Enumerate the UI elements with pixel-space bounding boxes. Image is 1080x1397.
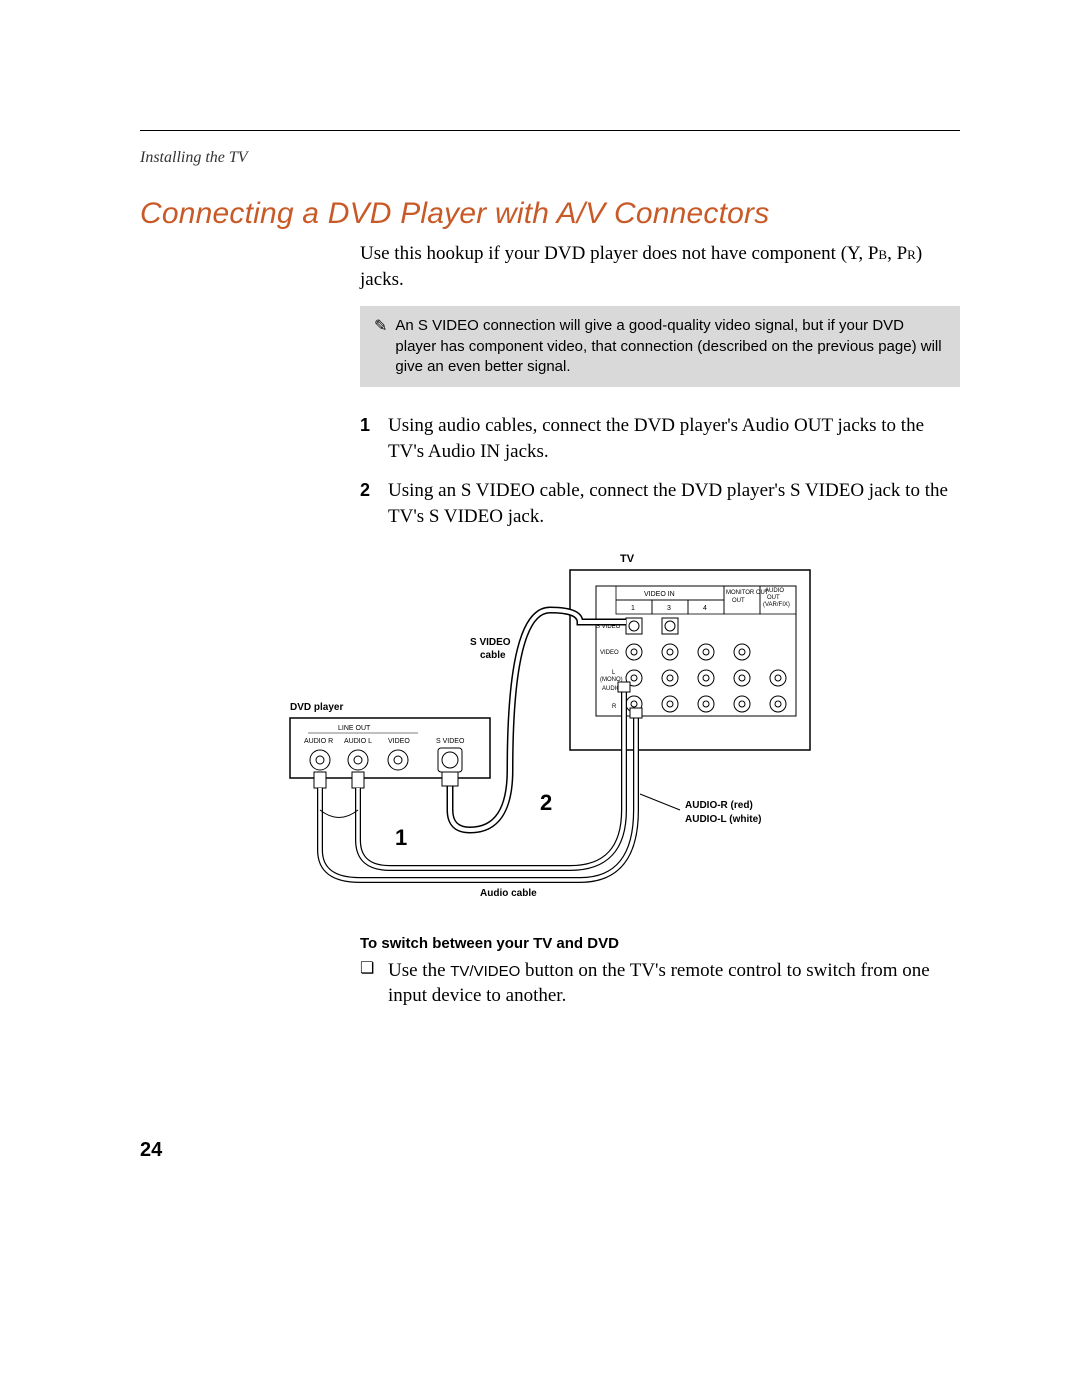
svideo-cable-label-1: S VIDEO bbox=[470, 637, 511, 648]
running-head: Installing the TV bbox=[140, 149, 960, 167]
tv-col-3: 3 bbox=[667, 605, 671, 612]
tv-row-video: VIDEO bbox=[600, 650, 619, 656]
audio-l-label: AUDIO-L (white) bbox=[685, 814, 761, 825]
step-item: Using an S VIDEO cable, connect the DVD … bbox=[360, 478, 960, 529]
tv-monitor-out-sub: OUT bbox=[732, 598, 745, 604]
intro-text-pre: Use this hookup if your DVD player does … bbox=[360, 243, 868, 264]
page-number: 24 bbox=[140, 1139, 162, 1162]
audio-r-label: AUDIO-R (red) bbox=[685, 800, 753, 811]
note-box: ✎ An S VIDEO connection will give a good… bbox=[360, 306, 960, 387]
dvd-video-label: VIDEO bbox=[388, 738, 410, 745]
tv-col-4: 4 bbox=[703, 605, 707, 612]
manual-page: Installing the TV Connecting a DVD Playe… bbox=[0, 0, 1080, 1397]
intro-paragraph: Use this hookup if your DVD player does … bbox=[360, 241, 960, 292]
tv-audio-out-label1: AUDIO bbox=[765, 588, 784, 594]
section-title: Connecting a DVD Player with A/V Connect… bbox=[140, 197, 960, 231]
audio-label-leader bbox=[640, 794, 680, 810]
switch-heading: To switch between your TV and DVD bbox=[360, 935, 960, 952]
audio-cable-join bbox=[320, 810, 358, 818]
audio-plug-tv-r bbox=[630, 708, 642, 718]
tv-row-l: L bbox=[612, 670, 616, 676]
audio-cable-label: Audio cable bbox=[480, 888, 537, 899]
intro-text-mid: , bbox=[887, 243, 897, 264]
note-text: An S VIDEO connection will give a good-q… bbox=[395, 316, 946, 377]
intro-pr: Pr bbox=[897, 243, 916, 264]
tv-rca-jacks bbox=[626, 644, 786, 712]
tv-video-in-label: VIDEO IN bbox=[644, 591, 675, 598]
diagram-svg: TV VIDEO IN MONITOR OUT OUT AUDIO OUT (V… bbox=[280, 550, 840, 910]
audio-plug-tv-l bbox=[618, 682, 630, 692]
tv-row-r: R bbox=[612, 704, 617, 710]
body-column: Use this hookup if your DVD player does … bbox=[360, 241, 960, 1009]
svideo-cable-label-2: cable bbox=[480, 650, 506, 661]
tv-svideo-jacks bbox=[626, 618, 678, 634]
tv-audio-out-label3: (VAR/FIX) bbox=[763, 602, 790, 608]
bullet-pre: Use the bbox=[388, 960, 450, 981]
dvd-svideo-label: S VIDEO bbox=[436, 738, 465, 745]
rule-top bbox=[140, 130, 960, 131]
dvd-audio-r-label: AUDIO R bbox=[304, 738, 333, 745]
dvd-audio-l-label: AUDIO L bbox=[344, 738, 372, 745]
step-item: Using audio cables, connect the DVD play… bbox=[360, 413, 960, 464]
tv-monitor-out-label: MONITOR OUT bbox=[726, 590, 769, 596]
tv-video-button-label: TV/VIDEO bbox=[450, 963, 520, 980]
svideo-plug-dvd bbox=[442, 772, 458, 786]
audio-plug-dvd-l bbox=[352, 772, 364, 788]
step-2-marker: 2 bbox=[540, 790, 552, 815]
switch-bullet-list: Use the TV/VIDEO button on the TV's remo… bbox=[360, 958, 960, 1009]
tv-audio-out-label2: OUT bbox=[767, 595, 780, 601]
connection-diagram: TV VIDEO IN MONITOR OUT OUT AUDIO OUT (V… bbox=[280, 550, 960, 915]
switch-bullet: Use the TV/VIDEO button on the TV's remo… bbox=[360, 958, 960, 1009]
steps-list: Using audio cables, connect the DVD play… bbox=[360, 413, 960, 530]
intro-pb: Pb bbox=[868, 243, 887, 264]
tv-label: TV bbox=[620, 553, 635, 565]
dvd-player-label: DVD player bbox=[290, 702, 343, 713]
audio-plug-dvd-r bbox=[314, 772, 326, 788]
tv-col-1: 1 bbox=[631, 605, 635, 612]
pencil-icon: ✎ bbox=[374, 316, 387, 377]
step-1-marker: 1 bbox=[395, 825, 407, 850]
dvd-lineout-label: LINE OUT bbox=[338, 725, 371, 732]
